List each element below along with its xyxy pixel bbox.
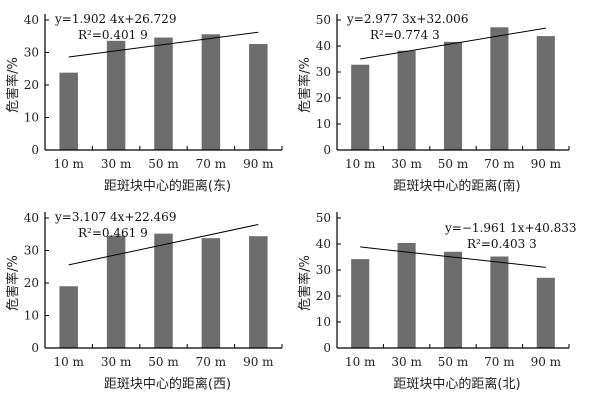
x-tick-label: 90 m — [531, 157, 562, 171]
x-axis-label: 距斑块中心的距离(西) — [104, 376, 231, 392]
y-tick-label: 10 — [316, 117, 331, 131]
bar-1 — [351, 64, 370, 150]
y-tick-label: 20 — [316, 289, 331, 303]
bar-4 — [201, 238, 221, 348]
x-tick-label: 10 m — [345, 157, 376, 171]
bar-1 — [351, 259, 370, 348]
y-tick-label: 0 — [31, 341, 39, 355]
trendline — [68, 223, 259, 266]
bar-4 — [201, 34, 221, 150]
trendline — [360, 27, 546, 60]
y-tick-label: 10 — [316, 315, 331, 329]
x-tick-label: 30 m — [101, 157, 132, 171]
x-tick-label: 70 m — [484, 157, 515, 171]
trendline — [68, 31, 259, 58]
y-tick-label: 30 — [316, 65, 331, 79]
y-axis-label: 危害率/% — [5, 57, 21, 113]
y-tick-label: 50 — [316, 211, 331, 225]
x-axis-label: 距斑块中心的距离(南) — [393, 178, 520, 194]
y-tick-label: 40 — [24, 211, 39, 225]
y-tick-label: 40 — [24, 13, 39, 27]
bar-2 — [106, 40, 126, 150]
x-tick-label: 30 m — [391, 157, 422, 171]
bar-3 — [443, 41, 463, 151]
x-tick-label: 50 m — [438, 355, 469, 369]
bar-2 — [106, 235, 126, 348]
r-squared-label: R²=0.461 9 — [78, 226, 148, 240]
y-tick-label: 10 — [24, 111, 39, 125]
y-axis-label: 危害率/% — [297, 57, 313, 113]
y-tick-label: 30 — [24, 46, 39, 60]
bar-4 — [490, 27, 509, 151]
regression-equation: y=−1.961 1x+40.833 — [444, 221, 577, 235]
y-axis-label: 危害率/% — [297, 255, 313, 311]
x-tick-label: 50 m — [148, 355, 179, 369]
y-tick-label: 30 — [24, 244, 39, 258]
x-tick-label: 30 m — [391, 355, 422, 369]
bar-5 — [249, 44, 268, 150]
x-axis-label: 距斑块中心的距离(北) — [393, 376, 520, 392]
bar-1 — [59, 72, 78, 150]
bar-3 — [443, 251, 463, 348]
y-tick-label: 40 — [316, 237, 331, 251]
x-tick-label: 90 m — [243, 355, 274, 369]
regression-equation: y=2.977 3x+32.006 — [346, 12, 468, 26]
r-squared-label: R²=0.774 3 — [370, 28, 440, 42]
trendline — [360, 246, 546, 268]
regression-equation: y=3.107 4x+22.469 — [54, 210, 176, 224]
y-tick-label: 20 — [24, 78, 39, 92]
x-tick-label: 10 m — [53, 157, 84, 171]
bar-1 — [59, 286, 78, 348]
y-tick-label: 10 — [24, 309, 39, 323]
chart-panel-2: 0 10 20 30 40 50 10 m 30 m 50 m 70 m 90 m 危害率/% 距斑块中… — [297, 12, 570, 194]
bar-5 — [536, 277, 555, 348]
bar-2 — [397, 242, 416, 348]
x-tick-label: 10 m — [345, 355, 376, 369]
chart-panel-1: 0 10 20 30 40 10 m 30 m 50 m 70 m 90 m 危害率/% 距斑块中心的… — [5, 12, 283, 194]
chart-panel-4: 0 10 20 30 40 50 10 m 30 m 50 m 70 m 90 m 危害率/% 距斑块中… — [297, 211, 577, 392]
y-tick-label: 40 — [316, 39, 331, 53]
bar-5 — [536, 36, 555, 151]
y-tick-label: 0 — [323, 143, 331, 157]
chart-panel-3: 0 10 20 30 40 10 m 30 m 50 m 70 m 90 m 危害率/% 距斑块中心的… — [5, 210, 283, 392]
r-squared-label: R²=0.401 9 — [78, 28, 148, 42]
bar-2 — [397, 50, 416, 150]
x-tick-label: 90 m — [243, 157, 274, 171]
y-tick-label: 0 — [31, 143, 39, 157]
y-tick-label: 50 — [316, 13, 331, 27]
y-tick-label: 0 — [323, 341, 331, 355]
r-squared-label: R²=0.403 3 — [467, 237, 537, 251]
y-tick-label: 20 — [316, 91, 331, 105]
x-tick-label: 10 m — [53, 355, 84, 369]
x-tick-label: 70 m — [484, 355, 515, 369]
bar-5 — [249, 236, 268, 348]
x-tick-label: 70 m — [196, 157, 227, 171]
x-tick-label: 70 m — [196, 355, 227, 369]
y-tick-label: 30 — [316, 263, 331, 277]
x-tick-label: 30 m — [101, 355, 132, 369]
x-axis-label: 距斑块中心的距离(东) — [104, 178, 231, 194]
bar-3 — [154, 37, 173, 150]
bar-4 — [490, 256, 509, 348]
x-tick-label: 50 m — [148, 157, 179, 171]
bar-3 — [154, 233, 173, 348]
y-axis-label: 危害率/% — [5, 255, 21, 311]
x-tick-label: 50 m — [438, 157, 469, 171]
x-tick-label: 90 m — [531, 355, 562, 369]
regression-equation: y=1.902 4x+26.729 — [54, 12, 176, 26]
y-tick-label: 20 — [24, 276, 39, 290]
